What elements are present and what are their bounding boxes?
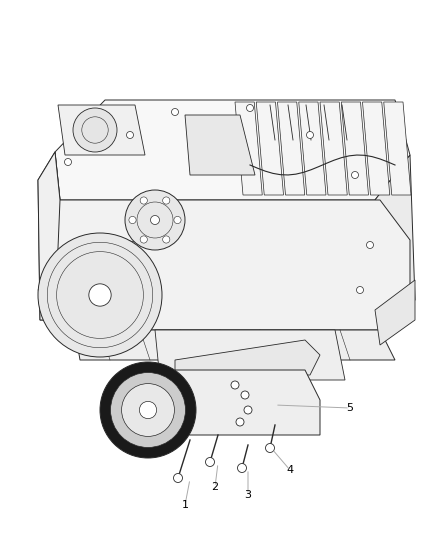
Text: 3: 3 <box>244 490 251 500</box>
Polygon shape <box>278 102 305 195</box>
Polygon shape <box>363 102 390 195</box>
Polygon shape <box>256 102 283 195</box>
Polygon shape <box>341 102 368 195</box>
Circle shape <box>110 373 185 447</box>
Polygon shape <box>235 102 262 195</box>
Polygon shape <box>185 115 255 175</box>
Circle shape <box>265 443 275 453</box>
Polygon shape <box>155 330 345 380</box>
Circle shape <box>174 216 181 224</box>
Text: 4: 4 <box>286 465 293 475</box>
Text: 1: 1 <box>181 500 188 510</box>
Circle shape <box>244 406 252 414</box>
Polygon shape <box>175 370 320 435</box>
Polygon shape <box>50 200 410 330</box>
Polygon shape <box>320 102 347 195</box>
Circle shape <box>140 236 147 243</box>
Circle shape <box>139 401 157 418</box>
Circle shape <box>173 473 183 482</box>
Circle shape <box>247 104 254 111</box>
Text: 5: 5 <box>346 403 353 413</box>
Circle shape <box>73 108 117 152</box>
Polygon shape <box>299 102 326 195</box>
Circle shape <box>172 109 179 116</box>
Circle shape <box>307 132 314 139</box>
Polygon shape <box>38 152 60 320</box>
Circle shape <box>162 236 170 243</box>
Polygon shape <box>175 340 320 375</box>
Circle shape <box>151 215 159 224</box>
Circle shape <box>237 464 247 472</box>
Circle shape <box>64 158 71 166</box>
Circle shape <box>162 197 170 204</box>
Text: 2: 2 <box>212 482 219 492</box>
Polygon shape <box>55 100 410 200</box>
Polygon shape <box>75 330 395 360</box>
Circle shape <box>127 132 134 139</box>
Circle shape <box>125 190 185 250</box>
Polygon shape <box>58 105 145 155</box>
Circle shape <box>89 284 111 306</box>
Circle shape <box>357 287 364 294</box>
Circle shape <box>236 418 244 426</box>
Circle shape <box>38 233 162 357</box>
Polygon shape <box>384 102 411 195</box>
Circle shape <box>352 172 358 179</box>
Polygon shape <box>38 152 60 320</box>
Circle shape <box>205 457 215 466</box>
Polygon shape <box>375 280 415 345</box>
Circle shape <box>122 384 174 437</box>
Polygon shape <box>375 155 415 340</box>
Circle shape <box>367 241 374 248</box>
Circle shape <box>231 381 239 389</box>
Circle shape <box>241 391 249 399</box>
Circle shape <box>129 216 136 224</box>
Circle shape <box>100 362 196 458</box>
Circle shape <box>140 197 147 204</box>
